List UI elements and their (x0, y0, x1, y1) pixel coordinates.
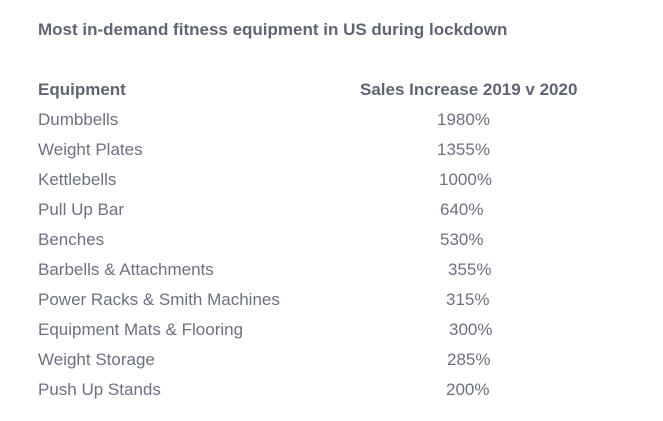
sales-increase-value: 530% (440, 230, 484, 249)
sales-increase-value: 1980% (437, 110, 490, 129)
table-row: Barbells & Attachments 355% (38, 260, 618, 290)
equipment-name: Power Racks & Smith Machines (38, 290, 280, 309)
table-body: Dumbbells 1980% Weight Plates 1355% Kettlebe… (38, 110, 618, 410)
table-row: Weight Plates 1355% (38, 140, 618, 170)
equipment-table: Equipment Sales Increase 2019 v 2020 Dum… (38, 80, 618, 410)
sales-increase-value: 640% (440, 200, 484, 219)
sales-increase-value: 315% (446, 290, 490, 309)
sales-increase-value: 1000% (439, 170, 492, 189)
sales-increase-value: 200% (446, 380, 490, 399)
sales-increase-value: 285% (447, 350, 491, 369)
equipment-name: Kettlebells (38, 170, 117, 189)
equipment-name: Dumbbells (38, 110, 119, 129)
header-equipment: Equipment (38, 80, 126, 99)
equipment-name: Pull Up Bar (38, 200, 124, 219)
table-row: Push Up Stands 200% (38, 380, 618, 410)
equipment-name: Benches (38, 230, 105, 249)
equipment-name: Barbells & Attachments (38, 260, 214, 279)
sales-increase-value: 355% (448, 260, 492, 279)
table-row: Kettlebells 1000% (38, 170, 618, 200)
table-header-row: Equipment Sales Increase 2019 v 2020 (38, 80, 618, 110)
table-row: Benches 530% (38, 230, 618, 260)
sales-increase-value: 1355% (437, 140, 490, 159)
header-sales-increase: Sales Increase 2019 v 2020 (360, 80, 578, 99)
sales-increase-value: 300% (449, 320, 493, 339)
table-title: Most in-demand fitness equipment in US d… (38, 20, 508, 39)
equipment-name: Weight Storage (38, 350, 155, 369)
equipment-name: Push Up Stands (38, 380, 161, 399)
table-row: Weight Storage 285% (38, 350, 618, 380)
equipment-name: Weight Plates (38, 140, 143, 159)
table-row: Power Racks & Smith Machines 315% (38, 290, 618, 320)
table-row: Pull Up Bar 640% (38, 200, 618, 230)
table-row: Dumbbells 1980% (38, 110, 618, 140)
table-row: Equipment Mats & Flooring 300% (38, 320, 618, 350)
equipment-name: Equipment Mats & Flooring (38, 320, 244, 339)
